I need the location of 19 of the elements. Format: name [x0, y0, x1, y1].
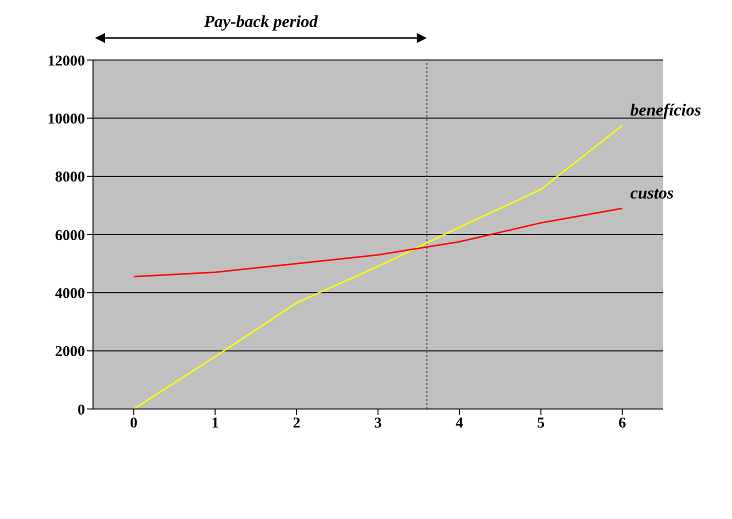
line-series: [132, 124, 624, 409]
y-tick-label: 6000: [55, 228, 85, 244]
x-tick-label: 1: [211, 416, 219, 432]
y-tick-label: 8000: [55, 170, 85, 186]
x-tick-label: 5: [537, 416, 545, 432]
x-tick-label: 0: [130, 416, 138, 432]
x-tick-label: 6: [618, 416, 627, 432]
x-tick-label: 2: [292, 416, 300, 432]
y-tick-label: 4000: [55, 286, 85, 302]
y-tick-label: 12000: [48, 53, 85, 70]
text: Pay-back period: [203, 12, 319, 32]
y-tick-label: 0: [78, 402, 85, 418]
y-tick-label: 10000: [48, 111, 85, 128]
series-label: benefícios: [630, 100, 702, 120]
x-tick-label: 4: [456, 416, 464, 432]
y-tick-label: 2000: [55, 344, 85, 360]
line-series: [132, 208, 624, 278]
x-tick-label: 3: [374, 416, 382, 432]
series-label: custos: [630, 183, 674, 202]
